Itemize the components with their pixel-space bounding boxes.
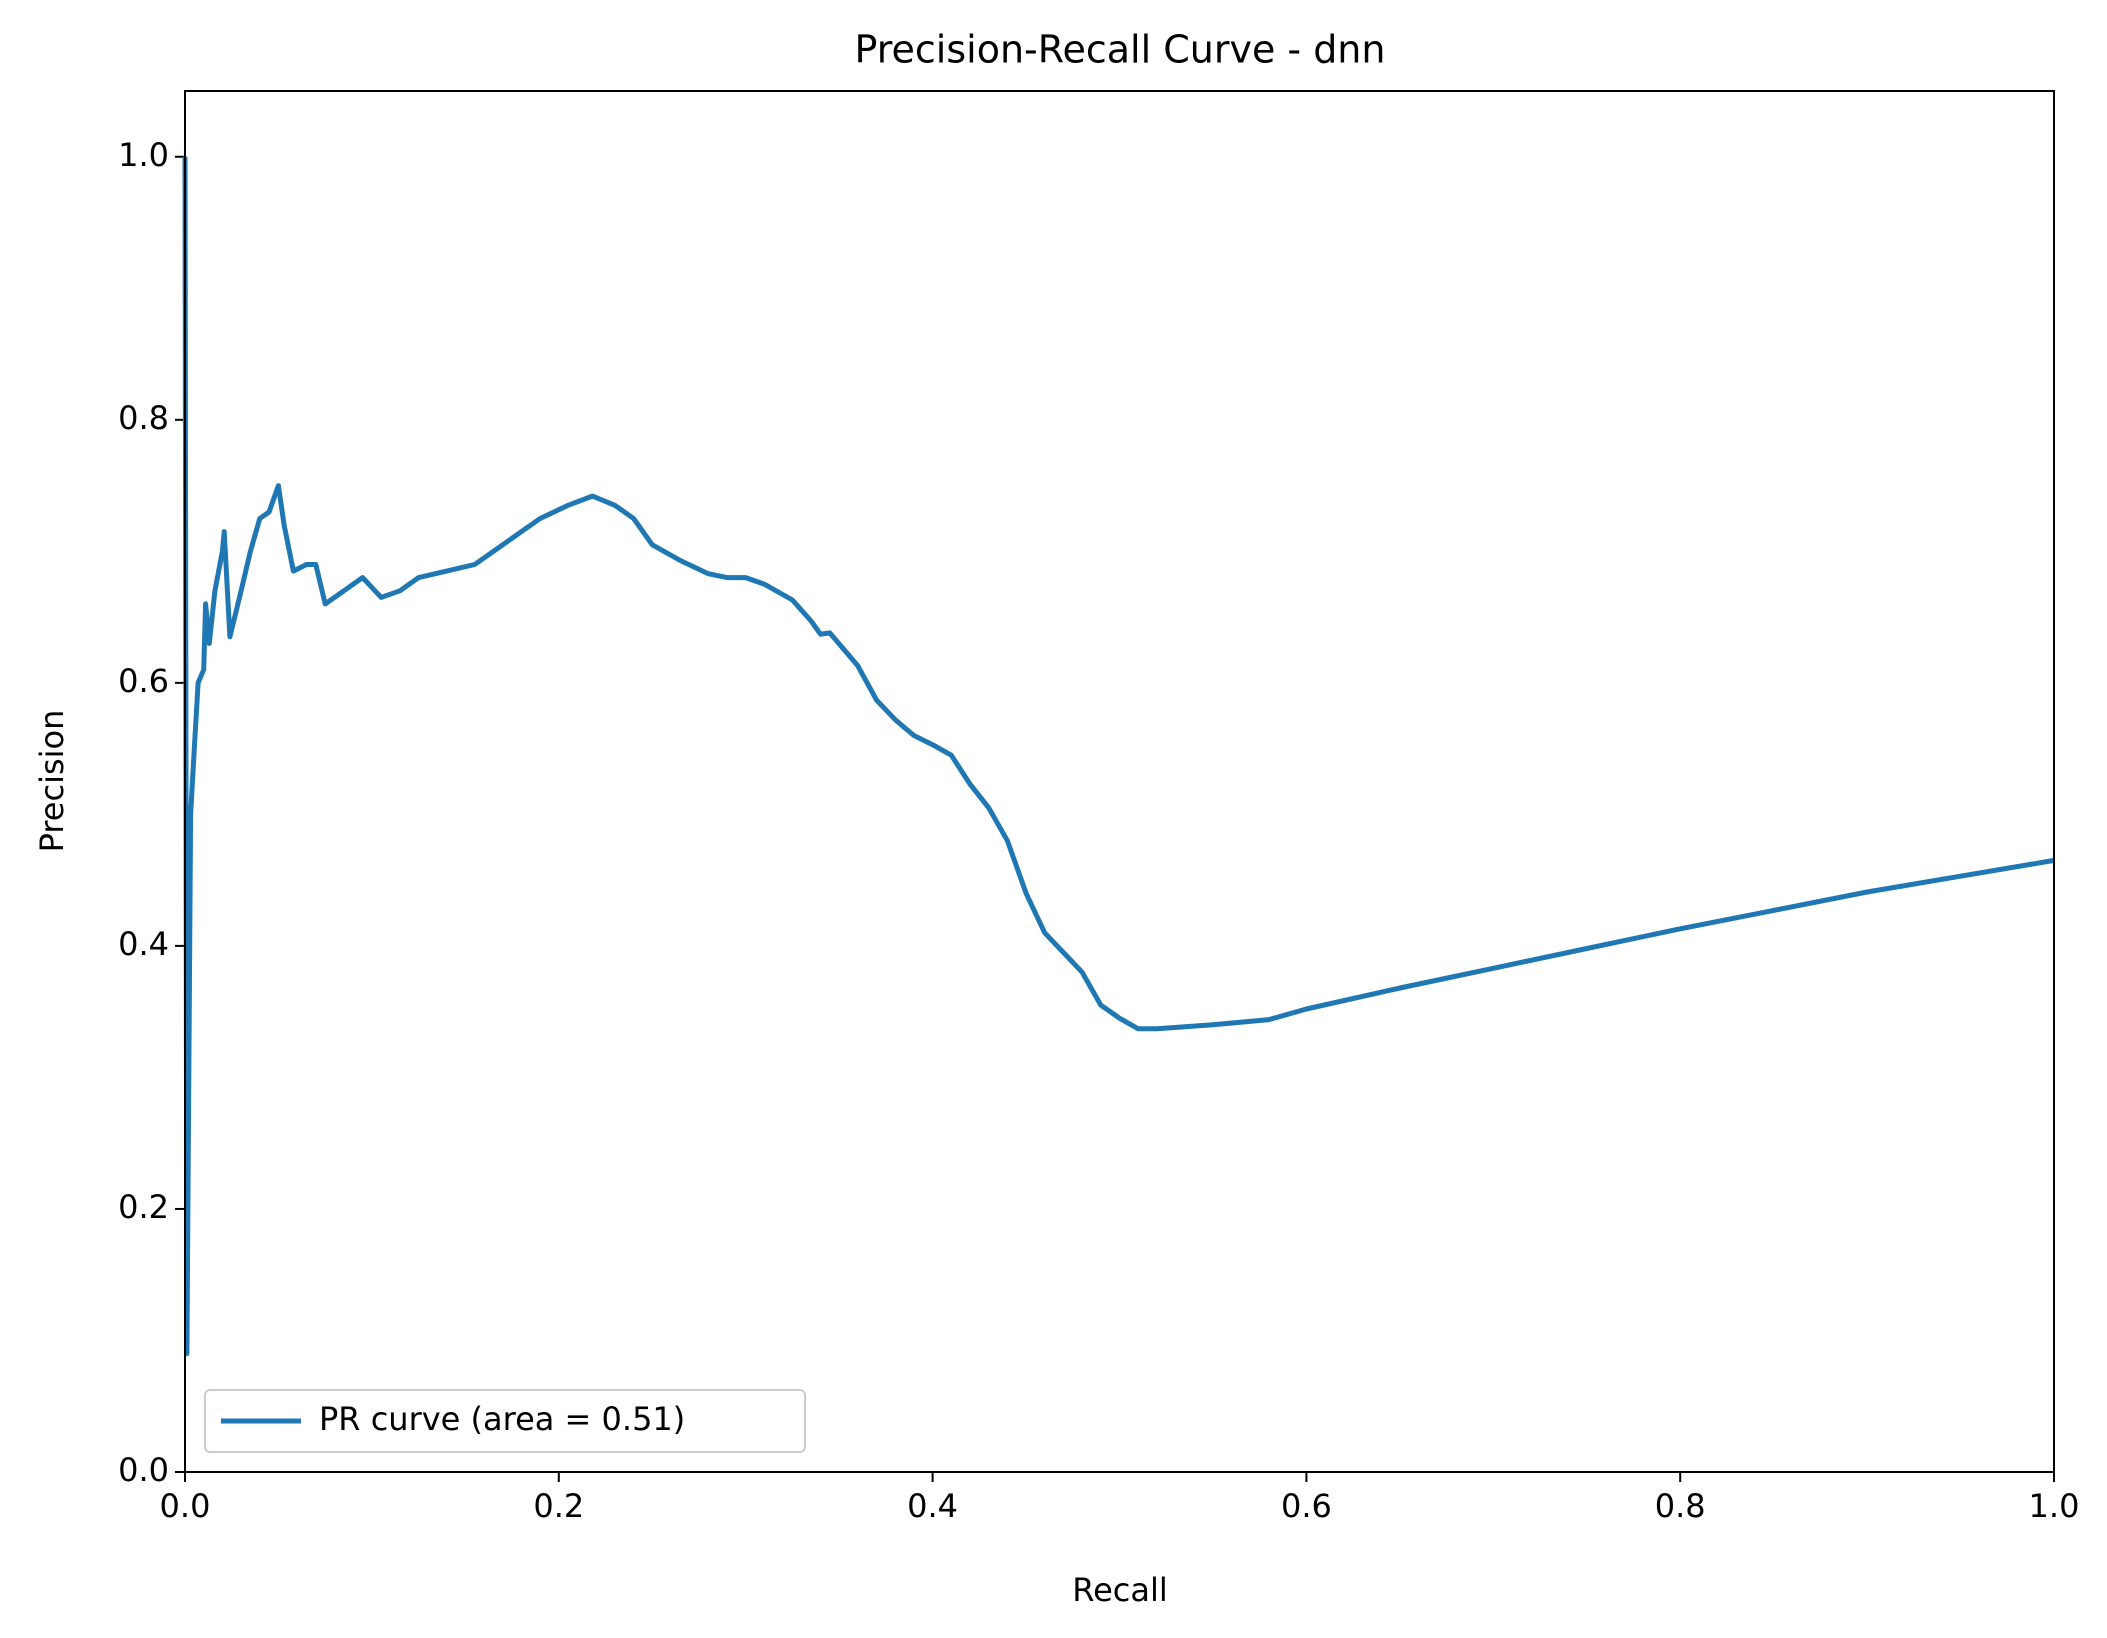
x-tick-label: 0.6 [1281,1487,1332,1525]
y-tick-label: 0.0 [118,1451,169,1489]
x-axis-label: Recall [1072,1571,1167,1609]
x-tick-label: 0.0 [160,1487,211,1525]
y-tick-label: 0.6 [118,662,169,700]
legend-box [204,1389,806,1453]
chart-title: Precision-Recall Curve - dnn [855,28,1386,72]
y-tick-label: 0.2 [118,1188,169,1226]
plot-frame [184,90,2055,1473]
legend-label: PR curve (area = 0.51) [319,1400,685,1438]
x-tick-label: 0.4 [907,1487,958,1525]
x-tick-label: 0.2 [533,1487,584,1525]
y-tick-label: 0.8 [118,399,169,437]
y-axis-label: Precision [33,710,71,853]
y-tick-label: 0.4 [118,925,169,963]
pr-curve [182,156,2055,1357]
x-tick-label: 1.0 [2029,1487,2080,1525]
y-tick-label: 1.0 [118,136,169,174]
legend: PR curve (area = 0.51) [204,1389,806,1453]
x-tick-label: 0.8 [1655,1487,1706,1525]
